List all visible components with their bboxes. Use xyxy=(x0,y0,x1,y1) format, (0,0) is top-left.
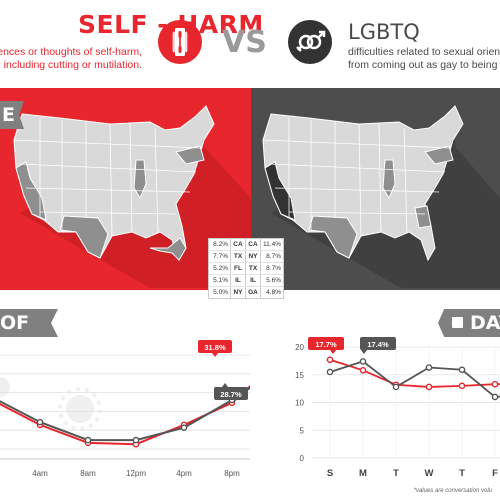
lgbtq-line xyxy=(329,360,500,398)
x-tick-label: M xyxy=(359,468,367,479)
lgbtq-us-map xyxy=(262,105,500,288)
self-harm-us-map xyxy=(13,105,251,288)
x-tick-label: F xyxy=(492,468,498,479)
x-tick-label: 8pm xyxy=(224,469,240,478)
self-harm-annotation-label: 17.7% xyxy=(315,340,337,349)
self-harm-annotation: 31.8% xyxy=(198,340,232,357)
lgbtq-pct: 4.8% xyxy=(266,289,281,296)
lgbtq-title: LGBTQ xyxy=(348,20,420,44)
time-of-day-tag: OF DAY xyxy=(0,309,58,337)
self-harm-point xyxy=(491,380,499,388)
lgbtq-pct: 8.7% xyxy=(266,265,281,272)
y-tick-label: 20 xyxy=(295,343,304,352)
self-harm-state: TX xyxy=(231,251,246,262)
lgbtq-point xyxy=(36,418,44,426)
lgbtq-state: CA xyxy=(246,239,261,250)
day-of-week-tag-label: DAY xyxy=(470,312,500,334)
lgbtq-state: GA xyxy=(246,287,261,298)
ranking-row: 5.1% IL IL 5.6% xyxy=(209,275,283,287)
self-harm-pct: 5.2% xyxy=(209,263,231,274)
self-harm-point xyxy=(425,383,433,391)
self-harm-line xyxy=(0,385,250,446)
lgbtq-desc-line-1: difficulties related to sexual orientat xyxy=(348,46,500,58)
lgbtq-point xyxy=(359,358,367,365)
y-tick-label: 15 xyxy=(295,371,304,380)
self-harm-state: IL xyxy=(231,275,246,286)
lgbtq-state: TX xyxy=(246,263,261,274)
self-harm-state: FL xyxy=(231,263,246,274)
lgbtq-point xyxy=(392,383,400,391)
x-tick-label: T xyxy=(393,468,399,479)
lgbtq-point xyxy=(425,364,433,371)
lgbtq-point xyxy=(180,424,188,431)
x-tick-label: S xyxy=(327,468,333,479)
ranking-row: 5.0% NY GA 4.8% xyxy=(209,287,283,298)
x-tick-label: 4pm xyxy=(176,469,192,478)
ranking-row: 8.2% CA CA 11.4% xyxy=(209,239,283,251)
lgbtq-pct: 11.4% xyxy=(263,241,281,248)
lgbtq-point xyxy=(326,368,334,376)
self-harm-desc-line-2: including cutting or mutilation. xyxy=(3,59,142,71)
self-harm-desc-line-1: eriences or thoughts of self-harm, xyxy=(0,46,142,58)
time-of-day-chart: 4am8am12pm4pm8pm12am 31.8% 28.7% xyxy=(0,340,250,478)
sun-icon xyxy=(0,377,102,431)
lgbtq-point xyxy=(84,436,92,444)
state-ranking-table: 8.2% CA CA 11.4% 7.7% TX NY 8.7% 5.2% FL… xyxy=(208,238,284,299)
y-tick-label: 0 xyxy=(300,454,305,463)
self-harm-point xyxy=(326,356,334,364)
self-harm-pct: 5.1% xyxy=(209,275,231,286)
day-of-week-chart: 05101520SMTWTFS 17.7% 17.4% xyxy=(295,337,500,479)
day-of-week-tag: DAY xyxy=(438,309,500,337)
x-tick-label: 8am xyxy=(80,469,96,478)
lgbtq-annotation: 17.4% xyxy=(360,337,396,354)
lgbtq-desc-line-2: from coming out as gay to being bu xyxy=(348,59,500,71)
lgbtq-pct: 5.6% xyxy=(266,277,281,284)
self-harm-map-panel: E xyxy=(0,88,251,290)
x-tick-label: 4am xyxy=(32,469,48,478)
lgbtq-state: NY xyxy=(246,251,261,262)
x-tick-label: 12pm xyxy=(126,469,146,478)
self-harm-point xyxy=(458,382,466,390)
self-harm-pct: 7.7% xyxy=(209,251,231,262)
self-harm-point xyxy=(359,367,367,374)
self-harm-pct: 8.2% xyxy=(209,239,231,250)
lgbtq-point xyxy=(132,436,140,444)
y-tick-label: 5 xyxy=(300,426,305,435)
footnote: *values are conversation volu xyxy=(413,488,492,494)
lgbtq-annotation: 28.7% xyxy=(214,383,248,400)
self-harm-description: eriences or thoughts of self-harm, inclu… xyxy=(0,46,142,72)
lgbtq-point xyxy=(458,366,466,374)
ranking-row: 7.7% TX NY 8.7% xyxy=(209,251,283,263)
x-tick-label: T xyxy=(459,468,465,479)
calendar-icon xyxy=(452,317,463,328)
lgbtq-map-panel xyxy=(251,88,500,290)
lgbtq-state: IL xyxy=(246,275,261,286)
gender-symbols-icon xyxy=(288,20,332,64)
self-harm-annotation-label: 31.8% xyxy=(204,343,226,352)
header xyxy=(0,0,500,88)
self-harm-annotation: 17.7% xyxy=(308,337,344,354)
ranking-row: 5.2% FL TX 8.7% xyxy=(209,263,283,275)
y-tick-label: 10 xyxy=(295,399,304,408)
self-harm-state: CA xyxy=(231,239,246,250)
lgbtq-pct: 8.7% xyxy=(266,253,281,260)
lgbtq-line xyxy=(0,386,250,442)
self-harm-pct: 5.0% xyxy=(209,287,231,298)
x-tick-label: W xyxy=(425,468,434,479)
versus-label: VS xyxy=(222,25,267,60)
lgbtq-point xyxy=(491,393,499,401)
lgbtq-annotation-label: 28.7% xyxy=(220,390,242,399)
lgbtq-annotation-label: 17.4% xyxy=(367,340,389,349)
razor-blade-icon xyxy=(158,20,202,64)
lgbtq-description: difficulties related to sexual orientat … xyxy=(348,46,500,72)
self-harm-state: NY xyxy=(231,287,246,298)
